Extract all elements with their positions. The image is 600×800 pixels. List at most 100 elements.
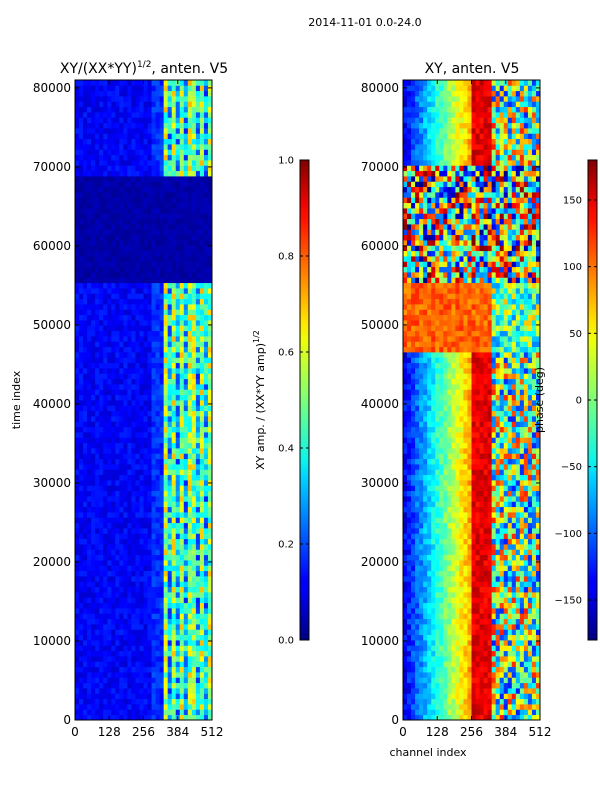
heatmap-cell [195,192,201,198]
heatmap-cell [95,426,100,433]
heatmap-cell [175,618,181,625]
heatmap-cell [203,560,209,566]
heatmap-cell [83,426,88,433]
heatmap-cell [179,458,185,465]
heatmap-cell [511,698,517,705]
heatmap-cell [163,373,169,380]
heatmap-cell [179,688,185,694]
heatmap-cell [103,586,108,593]
heatmap-cell [159,634,165,641]
heatmap-cell [187,469,193,476]
heatmap-cell [159,336,165,342]
heatmap-cell [87,362,92,369]
heatmap-cell [107,666,112,673]
heatmap-cell [95,688,100,694]
heatmap-cell [83,496,88,502]
heatmap-cell [195,213,201,220]
heatmap-cell [531,624,537,630]
heatmap-cell [207,176,212,182]
heatmap-cell [127,501,132,508]
heatmap-cell [131,240,136,246]
heatmap-cell [107,693,112,700]
heatmap-cell [415,586,420,593]
heatmap-cell [127,517,132,524]
heatmap-cell [91,309,96,316]
heatmap-cell [159,618,165,625]
heatmap-cell [111,202,116,209]
heatmap-cell [95,629,100,636]
heatmap-cell [107,138,112,145]
heatmap-cell [111,533,116,540]
heatmap-cell [183,368,189,374]
heatmap-cell [167,117,173,124]
heatmap-cell [131,442,136,449]
heatmap-cell [207,362,212,369]
heatmap-cell [179,197,185,204]
heatmap-cell [523,656,529,662]
heatmap-cell [499,597,505,604]
heatmap-cell [79,373,84,380]
x-tick-label: 256 [132,725,155,739]
heatmap-cell [183,677,189,684]
heatmap-cell [115,90,120,97]
heatmap-cell [447,650,452,657]
heatmap-cell [199,112,205,118]
heatmap-cell [135,432,140,438]
heatmap-cell [491,661,497,668]
heatmap-cell [147,117,152,124]
heatmap-cell [207,469,212,476]
heatmap-cell [75,272,80,278]
heatmap-cell [95,650,100,657]
heatmap-cell [187,565,193,572]
heatmap-cell [123,122,128,129]
heatmap-cell [91,549,96,556]
heatmap-cell [135,176,140,182]
heatmap-cell [459,677,464,684]
heatmap-cell [195,261,201,268]
heatmap-cell [159,298,165,305]
heatmap-cell [203,341,209,348]
heatmap-cell [131,586,136,593]
heatmap-cell [195,154,201,161]
heatmap-cell [191,256,197,262]
heatmap-cell [443,597,448,604]
heatmap-cell [123,437,128,444]
heatmap-cell [191,624,197,630]
heatmap-cell [123,384,128,390]
heatmap-cell [431,650,436,657]
heatmap-cell [135,272,140,278]
heatmap-cell [479,677,484,684]
heatmap-cell [139,501,144,508]
heatmap-cell [207,698,212,705]
heatmap-cell [207,389,212,396]
heatmap-cell [507,597,513,604]
heatmap-cell [87,688,92,694]
heatmap-cell [139,165,144,172]
heatmap-cell [167,304,173,310]
heatmap-cell [123,544,128,550]
heatmap-cell [151,229,156,236]
heatmap-cell [203,101,209,108]
heatmap-cell [411,714,416,720]
heatmap-cell [179,405,185,412]
heatmap-cell [159,357,165,364]
heatmap-cell [203,373,209,380]
heatmap-cell [107,410,112,417]
heatmap-cell [183,405,189,412]
heatmap-cell [183,640,189,646]
heatmap-cell [95,597,100,604]
heatmap-cell [135,336,140,342]
heatmap-cell [79,410,84,417]
heatmap-cell [159,442,165,449]
heatmap-cell [175,128,181,134]
heatmap-cell [191,416,197,422]
heatmap-cell [91,389,96,396]
heatmap-cell [87,298,92,305]
heatmap-cell [87,282,92,289]
heatmap-cell [87,213,92,220]
heatmap-cell [87,677,92,684]
heatmap-cell [75,176,80,182]
heatmap-cell [475,602,480,609]
heatmap-cell [167,554,173,561]
heatmap-cell [515,709,521,716]
